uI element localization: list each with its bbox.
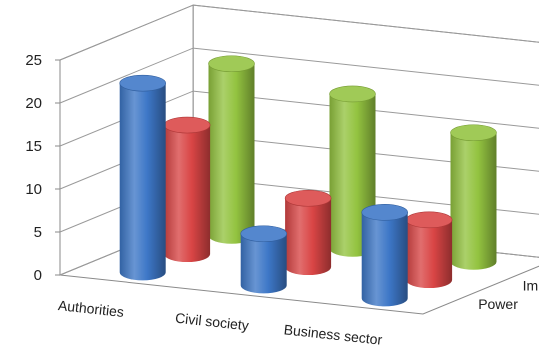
series-label-impact: Impact xyxy=(523,278,539,294)
bar-body xyxy=(119,83,166,281)
y-tick-label-10: 10 xyxy=(25,181,42,198)
gridline-15 xyxy=(59,90,539,147)
bar-top xyxy=(163,116,211,134)
bar-body xyxy=(164,125,211,263)
y-tick-label-5: 5 xyxy=(34,224,42,241)
bar-power-authorities xyxy=(119,74,166,281)
bar-body xyxy=(285,198,332,276)
gridline-25 xyxy=(59,4,539,61)
bar-power-civil-society xyxy=(240,225,288,294)
bar-body xyxy=(240,233,287,294)
bar-interest-authorities xyxy=(208,55,255,244)
category-label-civil-society: Civil society xyxy=(174,310,249,334)
bar-top xyxy=(284,189,332,207)
bar-top xyxy=(208,55,255,73)
category-label-business-sector: Business sector xyxy=(283,321,383,347)
series-label-power: Power xyxy=(478,296,518,312)
chart-bars xyxy=(119,55,497,307)
bar-impact-authorities xyxy=(163,116,211,263)
bar-top xyxy=(119,74,166,92)
bar-impact-civil-society xyxy=(284,189,332,276)
category-label-authorities: Authorities xyxy=(57,297,124,320)
y-tick-label-15: 15 xyxy=(25,138,42,155)
y-tick-label-25: 25 xyxy=(25,52,42,69)
bar-top xyxy=(240,225,288,243)
bar-impact-business-sector xyxy=(405,211,453,289)
gridline-20 xyxy=(59,47,539,104)
bar-body xyxy=(450,132,497,270)
bar-body xyxy=(361,212,408,307)
y-tick-label-20: 20 xyxy=(25,95,42,112)
bar-top xyxy=(405,211,453,229)
bar-top xyxy=(329,85,376,103)
bar-body xyxy=(208,63,255,244)
bar-top xyxy=(361,204,409,221)
bar-body xyxy=(406,219,453,289)
y-tick-label-0: 0 xyxy=(34,267,42,284)
bar-top xyxy=(450,124,497,142)
bar-interest-business-sector xyxy=(450,124,497,270)
bar-power-business-sector xyxy=(361,204,409,307)
